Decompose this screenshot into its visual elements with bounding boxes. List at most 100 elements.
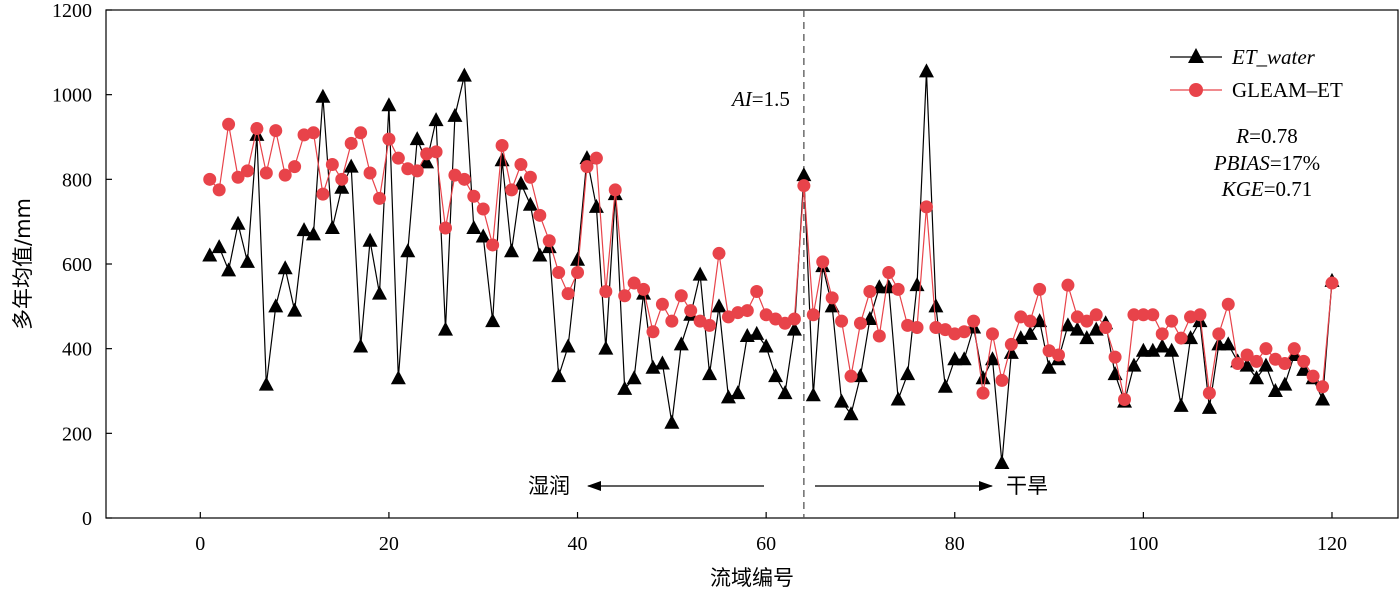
data-point	[486, 238, 500, 252]
data-point	[1296, 361, 1312, 376]
data-point	[1004, 337, 1018, 351]
data-point	[711, 298, 727, 313]
data-point	[211, 239, 227, 254]
data-point	[259, 166, 273, 180]
y-tick-label: 400	[62, 339, 92, 361]
data-point	[429, 145, 443, 159]
data-point	[269, 124, 283, 138]
data-point	[994, 454, 1010, 469]
data-point	[542, 234, 556, 248]
data-point	[419, 154, 435, 169]
data-point	[552, 265, 566, 279]
data-point	[975, 370, 991, 385]
data-point	[523, 170, 537, 184]
data-point	[1135, 342, 1151, 357]
data-point	[617, 380, 633, 395]
data-point	[872, 329, 886, 343]
stat-kge-value: =0.71	[1264, 177, 1313, 201]
legend: ET_water GLEAM–ET	[1170, 45, 1343, 102]
x-tick-label: 0	[195, 533, 205, 555]
data-point	[239, 253, 255, 268]
data-point	[221, 262, 237, 277]
data-point	[797, 179, 811, 193]
data-point	[335, 172, 349, 186]
data-point	[863, 285, 877, 299]
stat-pbias-name: PBIAS	[1213, 151, 1270, 175]
series-line	[209, 124, 1333, 400]
data-point	[325, 158, 339, 172]
series-et-water	[202, 63, 1340, 469]
data-point	[1297, 354, 1311, 368]
data-point	[1211, 336, 1227, 351]
data-point	[390, 370, 406, 385]
data-point	[334, 179, 350, 194]
data-point	[654, 355, 670, 370]
data-point	[505, 183, 519, 197]
data-point	[1023, 314, 1037, 328]
data-point	[363, 166, 377, 180]
data-point	[1003, 344, 1019, 359]
data-point	[1099, 321, 1113, 334]
ai-label-prefix: AI	[730, 87, 753, 111]
stat-pbias: PBIAS=17%	[1213, 151, 1320, 175]
data-point	[985, 327, 999, 341]
data-point	[1154, 338, 1170, 353]
data-point	[1108, 350, 1122, 364]
data-point	[1201, 399, 1217, 414]
data-point	[344, 136, 358, 150]
data-point	[1013, 330, 1029, 345]
data-point	[777, 385, 793, 400]
data-point	[957, 325, 971, 339]
data-point	[918, 63, 934, 78]
data-point	[296, 222, 312, 237]
data-point	[984, 351, 1000, 366]
data-point	[287, 302, 303, 317]
data-point	[673, 336, 689, 351]
data-point	[203, 172, 217, 186]
data-point	[1126, 357, 1142, 372]
legend-marker-et-water	[1188, 48, 1204, 63]
data-point	[1316, 380, 1330, 394]
data-point	[1146, 308, 1160, 322]
data-point	[824, 298, 840, 313]
data-point	[513, 175, 529, 190]
y-tick-label: 800	[62, 169, 92, 191]
x-tick-label: 120	[1317, 533, 1347, 555]
data-point	[786, 321, 802, 336]
data-point	[910, 321, 924, 334]
data-point	[1259, 342, 1273, 356]
data-point	[692, 266, 708, 281]
data-point	[315, 88, 331, 103]
stat-r-value: =0.78	[1249, 124, 1298, 148]
data-point	[702, 366, 718, 381]
data-point	[1088, 321, 1104, 336]
data-point	[382, 132, 396, 146]
data-point	[372, 191, 386, 205]
data-point	[834, 393, 850, 408]
data-point	[1136, 308, 1150, 322]
data-point	[1060, 317, 1076, 332]
data-point	[928, 298, 944, 313]
data-point	[674, 289, 688, 303]
data-point	[806, 308, 820, 322]
data-point	[240, 164, 254, 178]
data-point	[580, 160, 594, 174]
data-point	[439, 221, 453, 235]
data-point	[599, 285, 613, 299]
data-point	[212, 183, 226, 197]
x-tick-label: 60	[756, 533, 776, 555]
data-point	[222, 117, 236, 131]
data-point	[1174, 331, 1188, 345]
ai-label: AI=1.5	[730, 87, 790, 111]
y-tick-label: 1000	[52, 85, 92, 107]
data-point	[1267, 383, 1283, 397]
data-point	[937, 378, 953, 393]
data-point	[447, 107, 463, 122]
data-point	[684, 304, 698, 318]
y-tick-label: 1200	[52, 0, 92, 22]
data-point	[371, 285, 387, 300]
data-point	[570, 251, 586, 266]
data-point	[1220, 336, 1236, 351]
series-layer	[202, 63, 1340, 469]
